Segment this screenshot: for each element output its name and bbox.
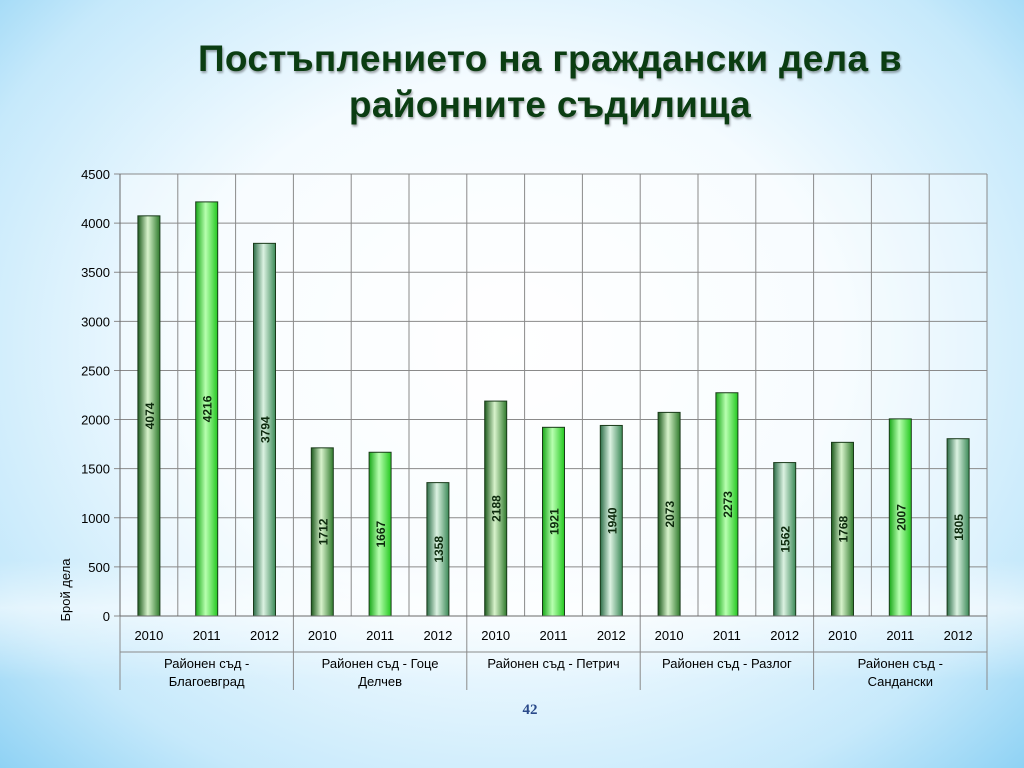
slide-title: Постъплението на граждански дела в район…: [120, 36, 980, 128]
x-year-label: 2010: [481, 628, 510, 643]
x-year-label: 2012: [250, 628, 279, 643]
y-tick-label: 2500: [81, 363, 110, 378]
bar-value-label: 2188: [490, 495, 504, 522]
y-tick-label: 4500: [81, 167, 110, 182]
bar-value-label: 1667: [374, 520, 388, 547]
x-group-label: Районен съд -: [858, 656, 943, 671]
y-tick-label: 0: [103, 609, 110, 624]
y-tick-label: 3500: [81, 265, 110, 280]
bar-value-label: 1805: [952, 514, 966, 541]
bar-value-label: 1712: [316, 518, 330, 545]
x-year-label: 2010: [308, 628, 337, 643]
bar-value-label: 1921: [548, 508, 562, 535]
x-year-label: 2012: [423, 628, 452, 643]
x-year-label: 2011: [713, 628, 741, 643]
x-group-label: Районен съд - Разлог: [662, 656, 792, 671]
bar-value-label: 1358: [432, 536, 446, 563]
bar-value-label: 2007: [894, 504, 908, 531]
title-line-1: Постъплението на граждански дела в: [198, 38, 902, 79]
x-group-label: Районен съд -: [164, 656, 249, 671]
x-group-label: Благоевград: [169, 674, 245, 689]
x-year-label: 2012: [944, 628, 973, 643]
x-year-label: 2012: [770, 628, 799, 643]
x-group-label: Сандански: [868, 674, 933, 689]
x-year-label: 2010: [134, 628, 163, 643]
bar-value-label: 2273: [721, 491, 735, 518]
y-tick-label: 500: [88, 560, 110, 575]
bar-value-label: 4074: [143, 402, 157, 429]
x-group-label: Районен съд - Петрич: [487, 656, 619, 671]
bar-value-label: 3794: [259, 416, 273, 443]
bar-value-label: 1768: [837, 516, 851, 543]
x-year-label: 2012: [597, 628, 626, 643]
y-tick-label: 1000: [81, 511, 110, 526]
x-group-label: Районен съд - Гоце: [322, 656, 439, 671]
y-tick-label: 4000: [81, 216, 110, 231]
x-year-label: 2011: [366, 628, 394, 643]
y-tick-label: 3000: [81, 314, 110, 329]
x-year-label: 2011: [540, 628, 568, 643]
x-year-label: 2011: [886, 628, 914, 643]
x-year-label: 2011: [193, 628, 221, 643]
bar-value-label: 1562: [779, 526, 793, 553]
bar-value-label: 4216: [201, 395, 215, 422]
y-tick-label: 2000: [81, 413, 110, 428]
x-year-label: 2010: [828, 628, 857, 643]
page-number: 42: [522, 702, 538, 718]
title-line-2: районните съдилища: [348, 84, 752, 125]
bar-value-label: 1940: [605, 507, 619, 534]
x-group-label: Делчев: [358, 674, 402, 689]
bar-value-label: 2073: [663, 501, 677, 528]
y-axis-label: Брой дела: [58, 558, 73, 622]
x-year-label: 2010: [655, 628, 684, 643]
y-tick-label: 1500: [81, 462, 110, 477]
